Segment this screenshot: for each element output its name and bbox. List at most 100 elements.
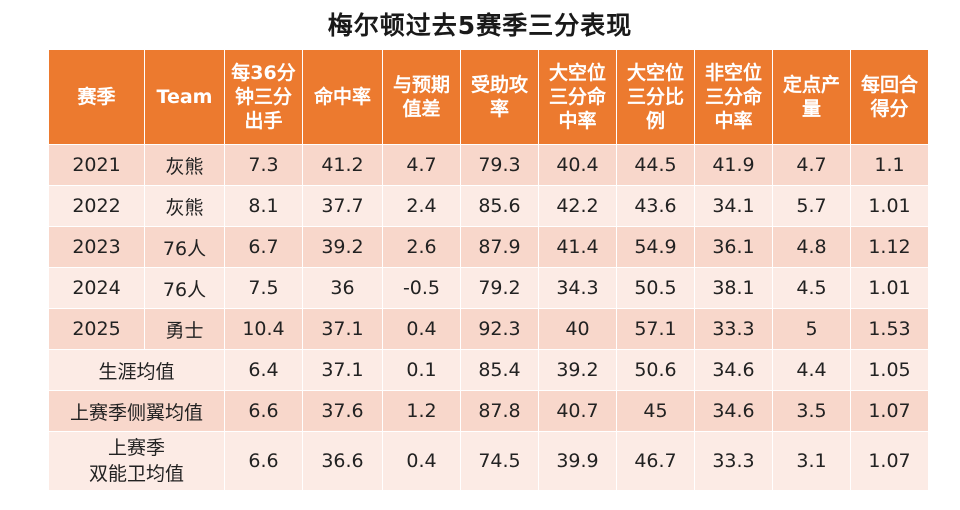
- value-cell: 37.1: [302, 349, 383, 391]
- value-cell: 34.1: [694, 185, 773, 227]
- value-cell: 1.01: [850, 185, 929, 227]
- team-cell: 勇士: [144, 308, 225, 350]
- value-cell: 40.7: [538, 390, 617, 432]
- value-cell: 2.4: [382, 185, 461, 227]
- value-cell: 34.3: [538, 267, 617, 309]
- value-cell: 33.3: [694, 308, 773, 350]
- summary-row-wing: 上赛季侧翼均值 6.6 37.6 1.2 87.8 40.7 45 34.6 3…: [48, 390, 929, 432]
- highlight-cell: 3.5: [772, 390, 851, 432]
- value-cell: 1.07: [850, 431, 929, 491]
- value-cell: 34.6: [694, 349, 773, 391]
- header-spot-up: 定点产量: [772, 49, 851, 145]
- value-cell: 46.7: [616, 431, 695, 491]
- value-cell: 6.6: [224, 431, 303, 491]
- team-cell: 灰熊: [144, 144, 225, 186]
- value-cell: 1.12: [850, 226, 929, 268]
- table-row: 2021 灰熊 7.3 41.2 4.7 79.3 40.4 44.5 41.9…: [48, 144, 929, 186]
- header-row: 赛季 Team 每36分 钟三分 出手 命中率 与预期 值差 受助攻率 大空位 三分命中…: [48, 49, 929, 145]
- value-cell: 39.2: [538, 349, 617, 391]
- value-cell: 4.5: [772, 267, 851, 309]
- value-cell: 40.4: [538, 144, 617, 186]
- value-cell: 1.07: [850, 390, 929, 432]
- season-cell: 2024: [48, 267, 145, 309]
- summary-row-combo-guard: 上赛季 双能卫均值 6.6 36.6 0.4 74.5 39.9 46.7 33.…: [48, 431, 929, 491]
- table-title: 梅尔顿过去5赛季三分表现: [327, 11, 633, 40]
- summary-label: 生涯均值: [48, 349, 225, 391]
- header-wide-open-pct: 大空位 三分命 中率: [538, 49, 617, 145]
- team-cell: 76人: [144, 267, 225, 309]
- value-cell: 41.9: [694, 144, 773, 186]
- value-cell: 1.01: [850, 267, 929, 309]
- value-cell: 85.6: [460, 185, 539, 227]
- value-cell: 79.3: [460, 144, 539, 186]
- value-cell: 41.2: [302, 144, 383, 186]
- value-cell: 1.1: [850, 144, 929, 186]
- value-cell: 92.3: [460, 308, 539, 350]
- value-cell: 1.05: [850, 349, 929, 391]
- team-cell: 76人: [144, 226, 225, 268]
- header-vs-expected: 与预期 值差: [382, 49, 461, 145]
- value-cell: 87.8: [460, 390, 539, 432]
- value-cell: 85.4: [460, 349, 539, 391]
- value-cell: 50.6: [616, 349, 695, 391]
- table-row: 2024 76人 7.5 36 -0.5 79.2 34.3 50.5 38.1…: [48, 267, 929, 309]
- season-cell: 2025: [48, 308, 145, 350]
- value-cell: 0.4: [382, 308, 461, 350]
- value-cell: 0.4: [382, 431, 461, 491]
- table-row: 2022 灰熊 8.1 37.7 2.4 85.6 42.2 43.6 34.1…: [48, 185, 929, 227]
- value-cell: 5: [772, 308, 851, 350]
- team-cell: 灰熊: [144, 185, 225, 227]
- season-cell: 2021: [48, 144, 145, 186]
- value-cell: 42.2: [538, 185, 617, 227]
- value-cell: 2.6: [382, 226, 461, 268]
- value-cell: 44.5: [616, 144, 695, 186]
- value-cell: 37.7: [302, 185, 383, 227]
- value-cell: 38.1: [694, 267, 773, 309]
- value-cell: 4.7: [382, 144, 461, 186]
- value-cell: 45: [616, 390, 695, 432]
- season-cell: 2022: [48, 185, 145, 227]
- table-row: 2023 76人 6.7 39.2 2.6 87.9 41.4 54.9 36.…: [48, 226, 929, 268]
- value-cell: 36.1: [694, 226, 773, 268]
- value-cell: 0.1: [382, 349, 461, 391]
- value-cell: 37.1: [302, 308, 383, 350]
- value-cell: 57.1: [616, 308, 695, 350]
- value-cell: 74.5: [460, 431, 539, 491]
- value-cell: 41.4: [538, 226, 617, 268]
- value-cell: 8.1: [224, 185, 303, 227]
- value-cell: 1.2: [382, 390, 461, 432]
- season-cell: 2023: [48, 226, 145, 268]
- value-cell: 10.4: [224, 308, 303, 350]
- header-contested-pct: 非空位 三分命 中率: [694, 49, 773, 145]
- three-point-stats-table: 赛季 Team 每36分 钟三分 出手 命中率 与预期 值差 受助攻率 大空位 三分命中…: [48, 49, 929, 491]
- header-team: Team: [144, 49, 225, 145]
- value-cell: 39.9: [538, 431, 617, 491]
- value-cell: 33.3: [694, 431, 773, 491]
- value-cell: 79.2: [460, 267, 539, 309]
- highlight-cell: 3.1: [772, 431, 851, 491]
- value-cell: 4.7: [772, 144, 851, 186]
- value-cell: 43.6: [616, 185, 695, 227]
- summary-row-career: 生涯均值 6.4 37.1 0.1 85.4 39.2 50.6 34.6 4.…: [48, 349, 929, 391]
- value-cell: 40: [538, 308, 617, 350]
- value-cell: 6.4: [224, 349, 303, 391]
- value-cell: 6.6: [224, 390, 303, 432]
- value-cell: 1.53: [850, 308, 929, 350]
- header-assisted-rate: 受助攻率: [460, 49, 539, 145]
- value-cell: -0.5: [382, 267, 461, 309]
- header-attempts-per36: 每36分 钟三分 出手: [224, 49, 303, 145]
- value-cell: 36: [302, 267, 383, 309]
- value-cell: 7.3: [224, 144, 303, 186]
- value-cell: 4.8: [772, 226, 851, 268]
- value-cell: 54.9: [616, 226, 695, 268]
- value-cell: 6.7: [224, 226, 303, 268]
- summary-label: 上赛季 双能卫均值: [48, 431, 225, 491]
- value-cell: 37.6: [302, 390, 383, 432]
- header-season: 赛季: [48, 49, 145, 145]
- value-cell: 50.5: [616, 267, 695, 309]
- header-percentage: 命中率: [302, 49, 383, 145]
- header-points-per-possession: 每回合 得分: [850, 49, 929, 145]
- value-cell: 34.6: [694, 390, 773, 432]
- value-cell: 87.9: [460, 226, 539, 268]
- summary-label: 上赛季侧翼均值: [48, 390, 225, 432]
